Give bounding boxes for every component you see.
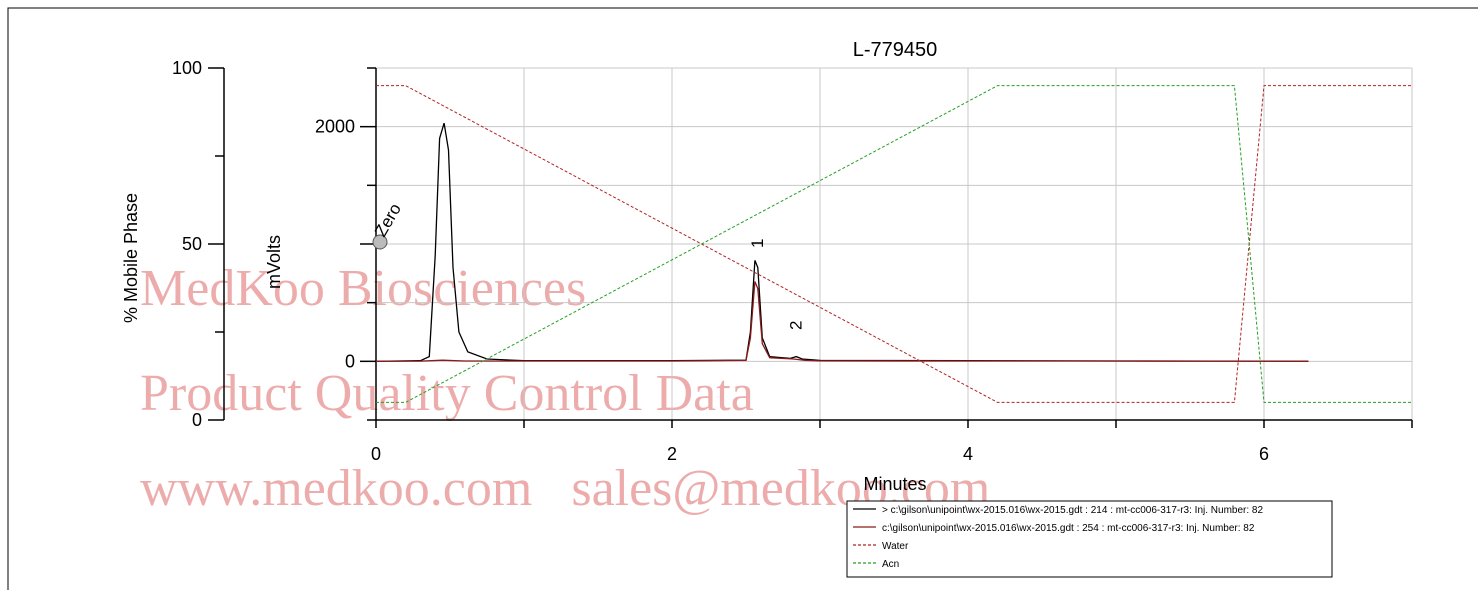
mv-tick-label: 0: [345, 351, 355, 371]
phase-tick-label: 100: [172, 58, 202, 78]
phase-tick-label: 50: [182, 234, 202, 254]
mv-tick-label: 2000: [315, 117, 355, 137]
peak-labels: 12: [748, 239, 805, 330]
watermark-line-1: MedKoo Biosciences: [140, 260, 586, 317]
x-tick-label: 2: [667, 444, 677, 464]
chart-title: L-779450: [853, 39, 938, 61]
outer-frame: [7, 7, 1478, 590]
series-line: [376, 85, 1412, 403]
legend-box: [846, 500, 1333, 578]
x-tick-label: 6: [1259, 444, 1269, 464]
phase-tick-label: 0: [192, 410, 202, 430]
series-line: [375, 281, 1309, 362]
watermark-line-2: Product Quality Control Data: [140, 365, 754, 422]
x-axis-ticks: 0 2 4 6: [371, 420, 1413, 464]
series-line: [376, 85, 1412, 403]
phase-axis-ticks: 0 50 100: [172, 58, 224, 430]
legend-entry: Acn: [882, 559, 899, 570]
mv-axis-ticks: 0 2000: [315, 67, 376, 421]
series-layer: [375, 85, 1412, 403]
legend-entry: > c:\gilson\unipoint\wx-2015.016\wx-2015…: [882, 505, 1263, 516]
series-line: [375, 122, 1309, 362]
legend: > c:\gilson\unipoint\wx-2015.016\wx-2015…: [846, 500, 1333, 578]
x-tick-label: 0: [371, 444, 381, 464]
x-tick-label: 4: [963, 444, 973, 464]
zero-marker: [372, 234, 388, 250]
legend-entry: c:\gilson\unipoint\wx-2015.016\wx-2015.g…: [882, 523, 1255, 534]
peak-label: 2: [786, 321, 805, 330]
legend-entry: Water: [882, 541, 909, 552]
peak-label: 1: [748, 239, 767, 248]
x-axis-label: Minutes: [863, 474, 926, 494]
mv-axis-label: mVolts: [264, 235, 284, 289]
phase-axis-label: % Mobile Phase: [121, 193, 141, 323]
